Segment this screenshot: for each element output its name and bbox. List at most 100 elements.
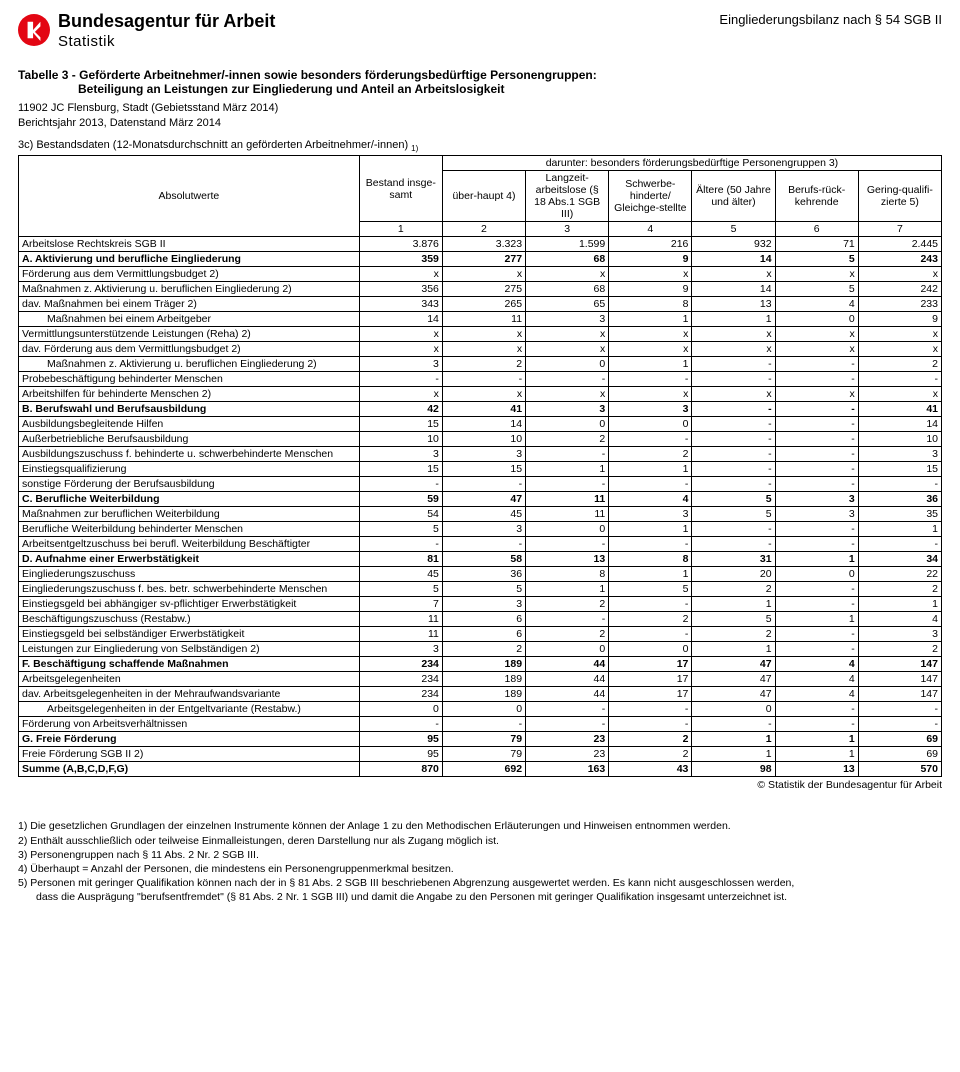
- footnotes: 1) Die gesetzlichen Grundlagen der einze…: [18, 819, 942, 904]
- cell: 1: [858, 522, 941, 537]
- cell: 15: [359, 462, 442, 477]
- cell: x: [526, 267, 609, 282]
- cell: 59: [359, 492, 442, 507]
- cell: x: [775, 387, 858, 402]
- cell: 0: [609, 417, 692, 432]
- cell: 6: [442, 612, 525, 627]
- cell: 47: [692, 672, 775, 687]
- cell: 41: [858, 402, 941, 417]
- cell: 243: [858, 252, 941, 267]
- cell: -: [775, 462, 858, 477]
- cell: 58: [442, 552, 525, 567]
- row-label: Arbeitslose Rechtskreis SGB II: [19, 237, 360, 252]
- row-label: Eingliederungszuschuss: [19, 567, 360, 582]
- th-c4: Schwerbe-hinderte/ Gleichge-stellte: [609, 171, 692, 222]
- table-row: Leistungen zur Eingliederung von Selbstä…: [19, 642, 942, 657]
- cell: -: [858, 372, 941, 387]
- cell: 44: [526, 657, 609, 672]
- section-note: 1): [411, 144, 418, 153]
- th-num-1: 1: [359, 222, 442, 237]
- row-label: Leistungen zur Eingliederung von Selbstä…: [19, 642, 360, 657]
- th-num-7: 7: [858, 222, 941, 237]
- cell: -: [442, 717, 525, 732]
- table-row: dav. Förderung aus dem Vermittlungsbudge…: [19, 342, 942, 357]
- table-row: Beschäftigungszuschuss (Restabw.)116-251…: [19, 612, 942, 627]
- table-title-line1: Tabelle 3 - Geförderte Arbeitnehmer/-inn…: [18, 68, 942, 82]
- cell: 34: [858, 552, 941, 567]
- row-label: B. Berufswahl und Berufsausbildung: [19, 402, 360, 417]
- cell: 3: [609, 507, 692, 522]
- cell: 10: [442, 432, 525, 447]
- cell: 0: [526, 522, 609, 537]
- cell: -: [526, 702, 609, 717]
- cell: 2: [609, 732, 692, 747]
- cell: 14: [692, 282, 775, 297]
- cell: 3: [526, 312, 609, 327]
- cell: 189: [442, 657, 525, 672]
- cell: 13: [526, 552, 609, 567]
- cell: 2: [609, 447, 692, 462]
- row-label: Einstiegsgeld bei abhängiger sv-pflichti…: [19, 597, 360, 612]
- row-label: Förderung von Arbeitsverhältnissen: [19, 717, 360, 732]
- cell: 95: [359, 747, 442, 762]
- cell: x: [609, 267, 692, 282]
- data-table: Absolutwerte Bestand insge-samt darunter…: [18, 155, 942, 777]
- cell: 1: [526, 582, 609, 597]
- cell: 9: [609, 252, 692, 267]
- cell: -: [692, 402, 775, 417]
- cell: x: [609, 327, 692, 342]
- cell: 17: [609, 657, 692, 672]
- cell: -: [692, 432, 775, 447]
- cell: 1: [775, 552, 858, 567]
- cell: 692: [442, 762, 525, 777]
- cell: 1: [526, 462, 609, 477]
- cell: -: [526, 372, 609, 387]
- row-label: D. Aufnahme einer Erwerbstätigkeit: [19, 552, 360, 567]
- row-label: Einstiegsgeld bei selbständiger Erwerbst…: [19, 627, 360, 642]
- cell: -: [359, 537, 442, 552]
- cell: 189: [442, 687, 525, 702]
- cell: 98: [692, 762, 775, 777]
- cell: -: [775, 642, 858, 657]
- table-row: Einstiegsgeld bei abhängiger sv-pflichti…: [19, 597, 942, 612]
- cell: 3: [858, 627, 941, 642]
- cell: -: [775, 447, 858, 462]
- th-group: darunter: besonders förderungsbedürftige…: [442, 156, 941, 171]
- cell: x: [858, 342, 941, 357]
- row-label: Einstiegsqualifizierung: [19, 462, 360, 477]
- cell: -: [775, 432, 858, 447]
- cell: 5: [359, 582, 442, 597]
- table-row: Berufliche Weiterbildung behinderter Men…: [19, 522, 942, 537]
- footnote-5-sub: dass die Ausprägung "berufsentfremdet" (…: [18, 890, 942, 904]
- cell: 0: [526, 642, 609, 657]
- cell: 1: [775, 612, 858, 627]
- cell: 2: [858, 642, 941, 657]
- cell: 42: [359, 402, 442, 417]
- cell: 47: [692, 657, 775, 672]
- cell: x: [442, 327, 525, 342]
- cell: 343: [359, 297, 442, 312]
- cell: 2: [609, 747, 692, 762]
- cell: 47: [692, 687, 775, 702]
- cell: x: [692, 342, 775, 357]
- table-row: Vermittlungsunterstützende Leistungen (R…: [19, 327, 942, 342]
- cell: 10: [359, 432, 442, 447]
- cell: 3: [442, 597, 525, 612]
- cell: 15: [442, 462, 525, 477]
- cell: 1: [858, 597, 941, 612]
- cell: 9: [609, 282, 692, 297]
- cell: 147: [858, 672, 941, 687]
- th-num-6: 6: [775, 222, 858, 237]
- cell: -: [526, 447, 609, 462]
- row-label: Maßnahmen zur beruflichen Weiterbildung: [19, 507, 360, 522]
- row-label: Berufliche Weiterbildung behinderter Men…: [19, 522, 360, 537]
- cell: 570: [858, 762, 941, 777]
- cell: 234: [359, 657, 442, 672]
- cell: x: [442, 267, 525, 282]
- cell: x: [442, 342, 525, 357]
- row-label: dav. Arbeitsgelegenheiten in der Mehrauf…: [19, 687, 360, 702]
- cell: -: [775, 582, 858, 597]
- cell: -: [775, 372, 858, 387]
- cell: 0: [359, 702, 442, 717]
- th-rowlabel: Absolutwerte: [19, 156, 360, 237]
